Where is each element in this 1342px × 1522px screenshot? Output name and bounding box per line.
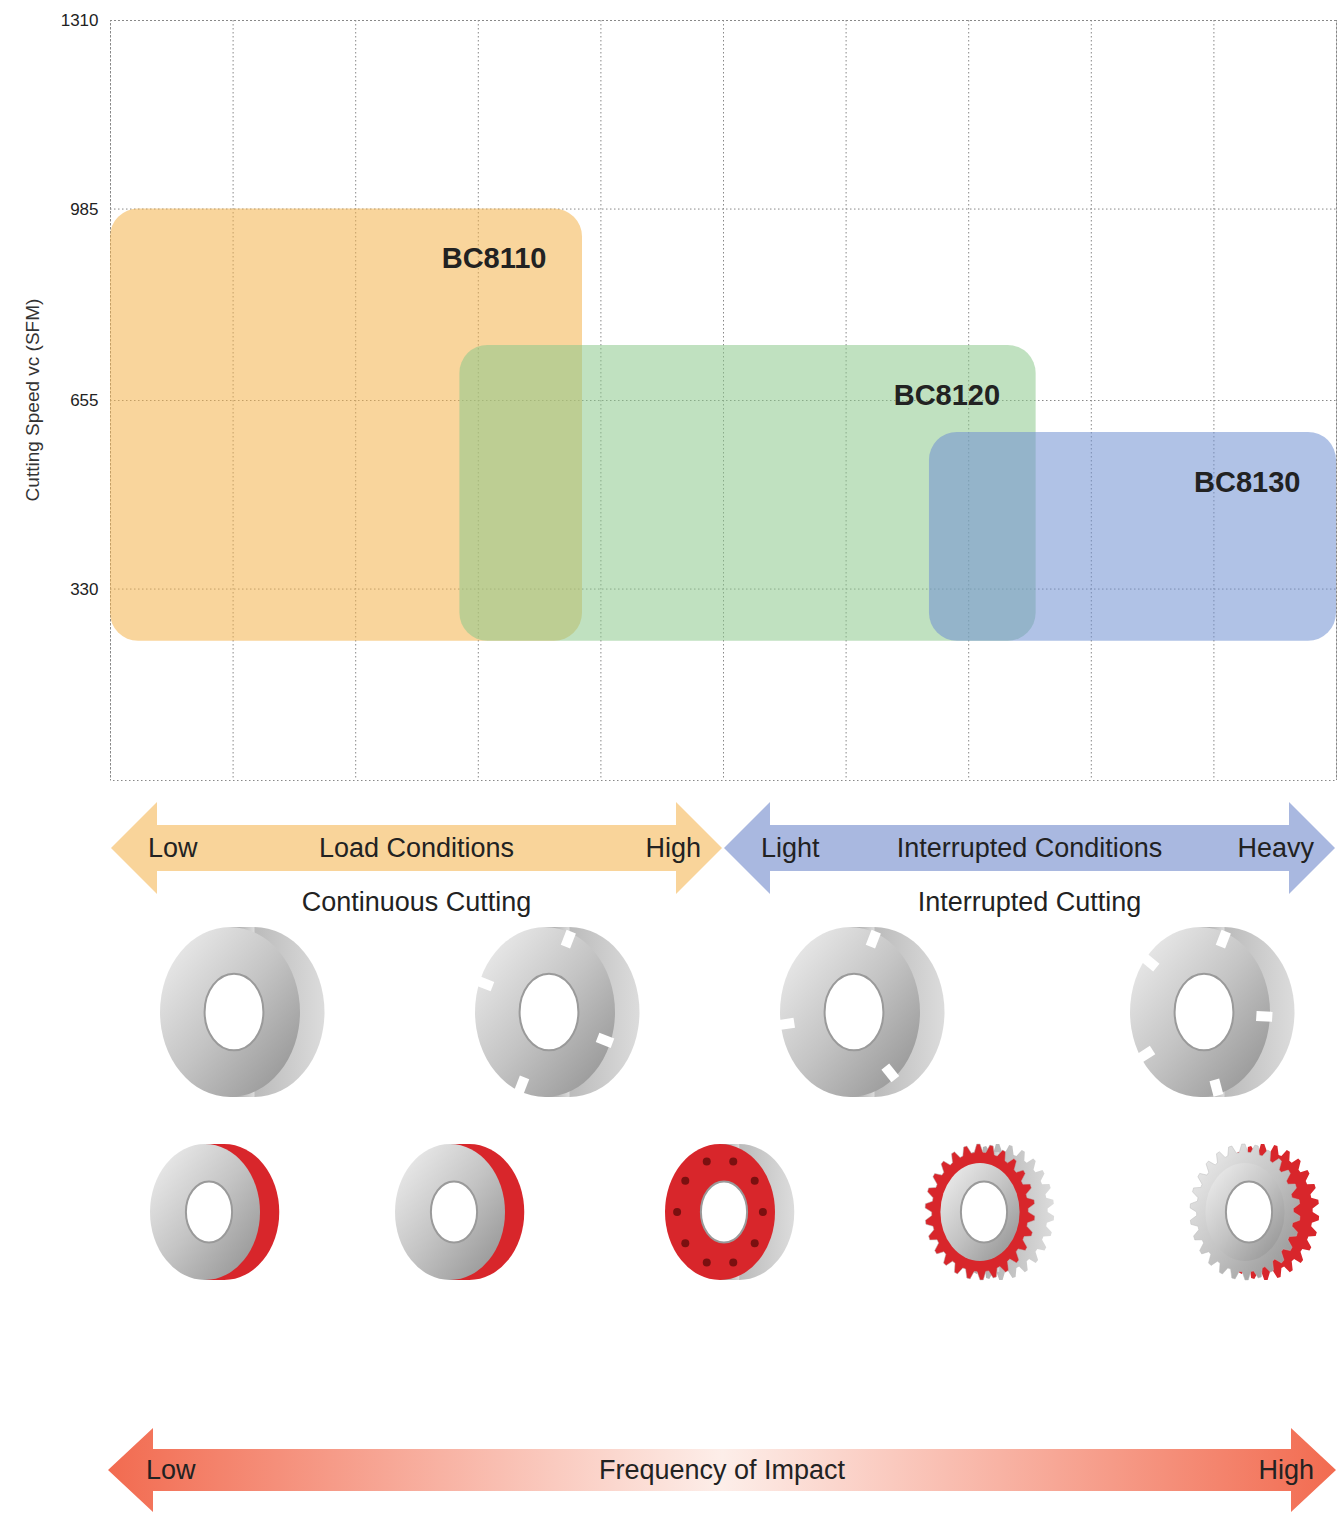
svg-text:Low: Low	[148, 833, 198, 863]
svg-text:Load Conditions: Load Conditions	[319, 833, 514, 863]
svg-text:Continuous Cutting: Continuous Cutting	[302, 887, 532, 917]
svg-text:655: 655	[70, 391, 98, 410]
svg-text:High: High	[645, 833, 701, 863]
svg-text:Low: Low	[146, 1455, 196, 1485]
svg-text:BC8130: BC8130	[1194, 466, 1300, 498]
svg-text:985: 985	[70, 199, 98, 218]
svg-text:330: 330	[70, 579, 98, 598]
svg-text:BC8110: BC8110	[442, 242, 547, 274]
svg-text:Cutting Speed vc (SFM): Cutting Speed vc (SFM)	[22, 299, 43, 502]
svg-text:1310: 1310	[61, 11, 99, 30]
svg-text:Heavy: Heavy	[1237, 833, 1314, 863]
svg-text:High: High	[1258, 1455, 1314, 1485]
svg-text:Interrupted Cutting: Interrupted Cutting	[918, 887, 1142, 917]
svg-text:Frequency of Impact: Frequency of Impact	[599, 1455, 846, 1485]
svg-text:Interrupted Conditions: Interrupted Conditions	[897, 833, 1163, 863]
svg-text:BC8120: BC8120	[894, 379, 1000, 411]
svg-text:Light: Light	[761, 833, 820, 863]
